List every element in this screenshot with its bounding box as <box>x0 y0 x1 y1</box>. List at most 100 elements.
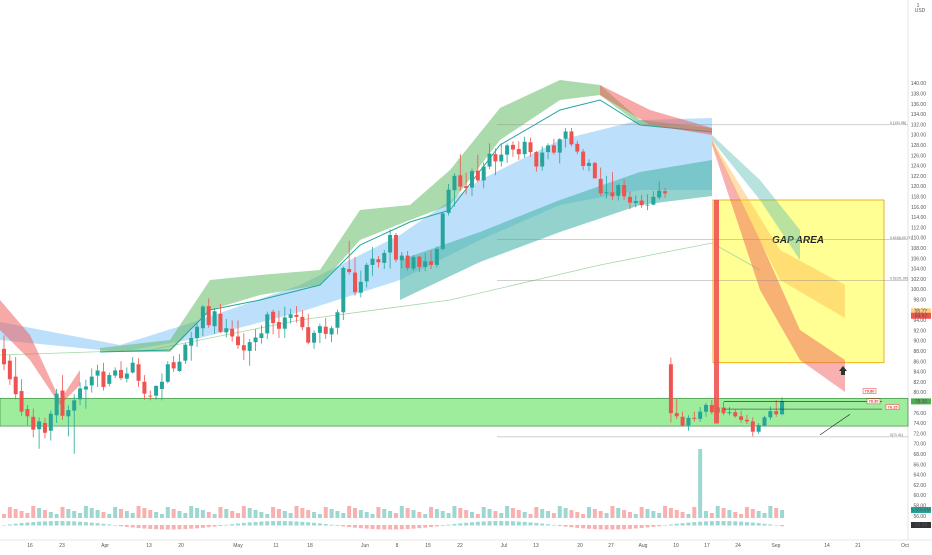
candle-body <box>569 131 574 145</box>
oscillator-bar <box>60 521 65 526</box>
y-tick-label: 120.00 <box>911 184 927 190</box>
volume-bar <box>148 510 153 518</box>
candle-body <box>627 196 632 203</box>
candle-body <box>195 326 200 339</box>
oscillator-bar <box>136 525 141 529</box>
volume-bar <box>288 513 293 518</box>
oscillator-bar <box>487 521 492 526</box>
oscillator-bar <box>200 525 205 528</box>
oscillator-bar <box>587 525 591 529</box>
x-tick-label: 14 <box>824 543 830 549</box>
candle-body <box>645 204 650 206</box>
oscillator-bar <box>317 523 322 526</box>
candle-body <box>528 142 533 153</box>
volume-bar <box>230 511 235 518</box>
y-tick-label: 126.00 <box>911 153 927 159</box>
candle-body <box>142 381 147 394</box>
fib-label: 0 (131.98) <box>890 121 906 125</box>
oscillator-bar <box>499 521 504 526</box>
volume-bar <box>458 508 463 518</box>
volume-bar <box>405 508 410 518</box>
volume-bar <box>563 508 568 518</box>
candle-body <box>382 253 387 263</box>
candle-body <box>159 381 164 389</box>
candle-body <box>236 336 240 346</box>
volume-bar <box>206 512 211 518</box>
candle-body <box>540 152 545 167</box>
oscillator-bar <box>645 525 650 528</box>
oscillator-bar <box>212 525 217 527</box>
y-tick-label: 136.00 <box>911 102 927 108</box>
y-tick-label: 66.00 <box>913 462 926 468</box>
oscillator-bar <box>323 523 328 526</box>
oscillator-bar <box>417 525 422 529</box>
candle-body <box>399 255 404 261</box>
candle-body <box>604 192 609 194</box>
oscillator-bar <box>25 522 30 526</box>
candle-body <box>446 189 451 213</box>
oscillator-bar <box>171 525 176 530</box>
oscillator-bar <box>347 525 352 528</box>
y-tick-label: 106.00 <box>911 256 927 262</box>
candle-body <box>107 375 112 384</box>
volume-bar <box>440 511 445 518</box>
candle-body <box>177 361 182 371</box>
oscillator-bar <box>288 521 293 526</box>
oscillator-bar <box>727 521 732 526</box>
volume-bar <box>546 511 551 518</box>
volume-bar <box>645 509 650 518</box>
volume-bar <box>224 509 229 518</box>
oscillator-bar <box>768 524 773 526</box>
oscillator-bar <box>569 525 574 528</box>
oscillator-bar <box>142 525 147 529</box>
oscillator-bar <box>247 522 252 526</box>
oscillator-bar <box>370 525 375 530</box>
oscillator-bar <box>698 521 703 526</box>
oscillator-bar <box>113 525 118 526</box>
oscillator-bar <box>739 521 744 526</box>
annotations-layer: 79.80 78.30 76.15 <box>724 366 900 436</box>
volume-bar <box>663 506 668 518</box>
candle-body <box>376 259 381 263</box>
candle-body <box>288 314 293 318</box>
oscillator-bar <box>423 525 428 528</box>
oscillator-bar <box>165 525 170 530</box>
candle-body <box>663 191 668 194</box>
x-tick-label: 27 <box>608 543 614 549</box>
y-tick-label: 140.00 <box>911 81 927 87</box>
oscillator-bar <box>581 525 586 529</box>
oscillator-bar <box>440 525 445 526</box>
x-tick-label: Sep <box>772 543 781 549</box>
y-tick-label: 104.00 <box>911 267 927 273</box>
annotation-badge-text: 76.15 <box>887 404 898 409</box>
candle-body <box>610 192 615 197</box>
candle-body <box>353 272 357 293</box>
candle-body <box>113 370 118 376</box>
volume-bar <box>341 513 346 518</box>
volume-bar <box>639 507 644 518</box>
zones-layer: GAP AREA <box>0 199 909 427</box>
volume-bar <box>282 511 287 518</box>
candle-body <box>130 362 135 373</box>
volume-bar <box>317 514 322 518</box>
y-tick-label: 134.00 <box>911 112 927 118</box>
oscillator-bar <box>610 525 615 530</box>
oscillator-bar <box>762 523 767 526</box>
gap-area-label: GAP AREA <box>772 235 824 246</box>
candle-body <box>276 322 281 329</box>
volume-bar <box>528 514 533 518</box>
volume-bar <box>335 511 340 518</box>
volume-bar <box>604 513 609 518</box>
oscillator-bar <box>159 525 164 530</box>
candle-body <box>124 373 129 379</box>
annotation-badge <box>862 388 877 394</box>
volume-bar <box>680 512 685 518</box>
x-tick-label: 13 <box>533 543 539 549</box>
volume-bar <box>744 507 749 518</box>
fib-label: 0.618(109.71) <box>890 236 912 240</box>
y-tick-label: 74.00 <box>913 421 926 427</box>
candle-body <box>516 149 521 155</box>
oscillator-bar <box>546 524 551 526</box>
candle-body <box>42 422 47 433</box>
volume-bar <box>446 513 451 518</box>
